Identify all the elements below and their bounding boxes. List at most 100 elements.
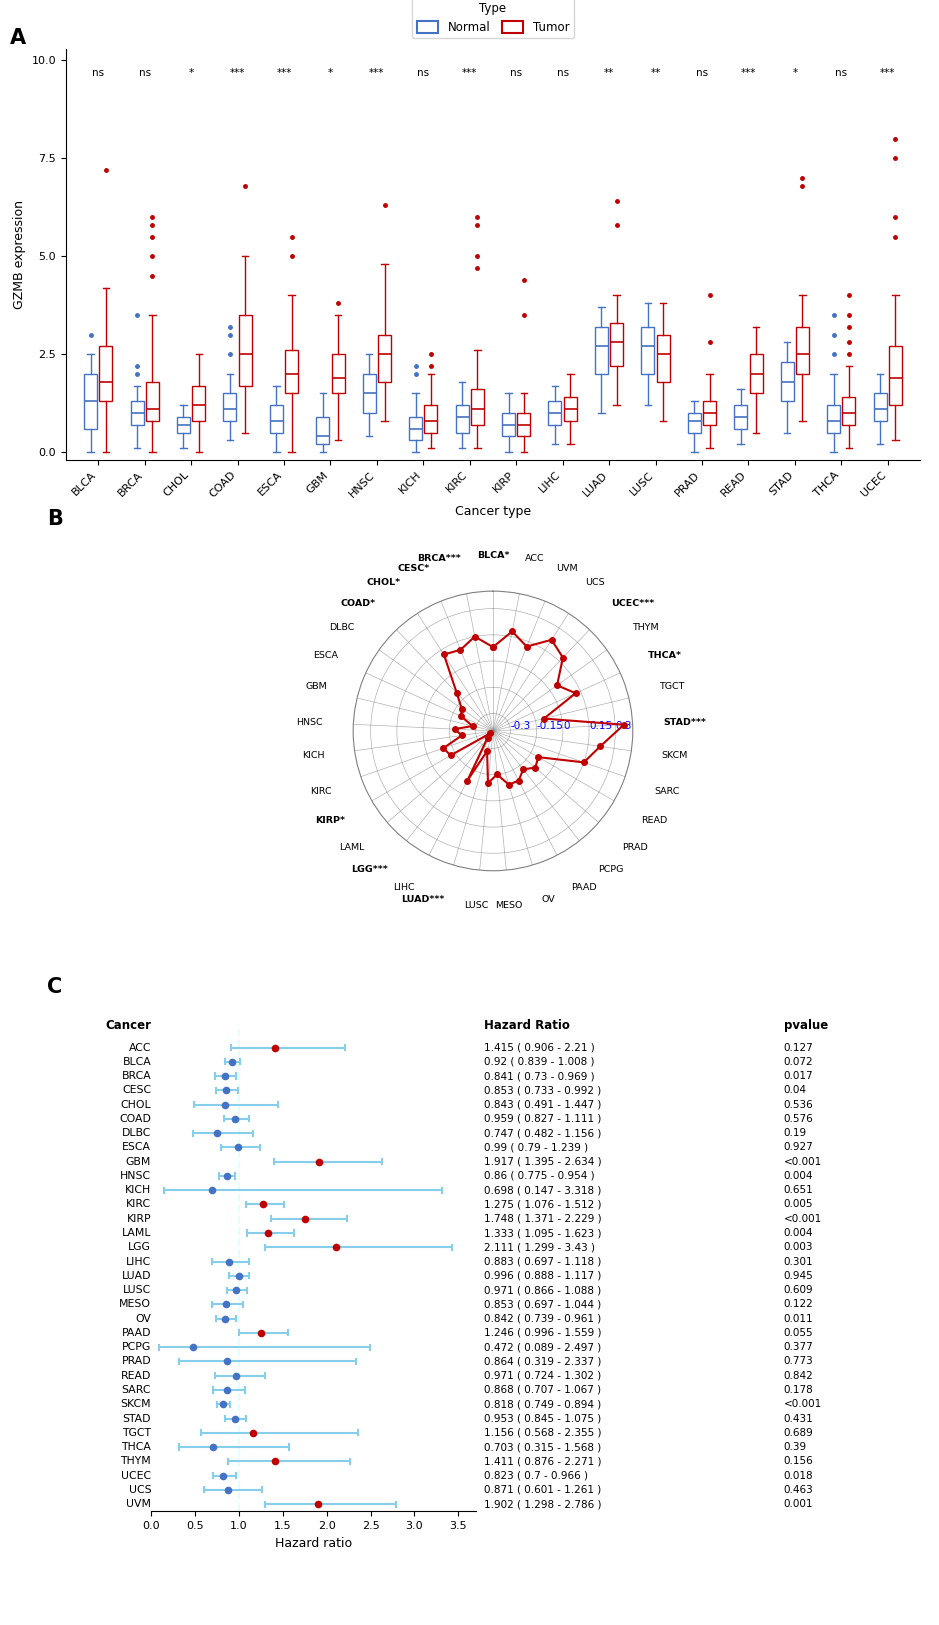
Text: 0.853 ( 0.697 - 1.044 ): 0.853 ( 0.697 - 1.044 ): [485, 1300, 602, 1310]
PathPatch shape: [409, 418, 423, 440]
Text: 0.576: 0.576: [783, 1113, 813, 1124]
Text: **: **: [651, 68, 661, 78]
Text: ***: ***: [462, 68, 477, 78]
Text: ns: ns: [835, 68, 847, 78]
Text: 0.996 ( 0.888 - 1.117 ): 0.996 ( 0.888 - 1.117 ): [485, 1271, 602, 1280]
Text: *: *: [189, 68, 193, 78]
Text: ns: ns: [139, 68, 151, 78]
Text: 0.001: 0.001: [783, 1500, 813, 1510]
Text: LUSC: LUSC: [123, 1285, 151, 1295]
Text: HNSC: HNSC: [296, 718, 323, 728]
Text: KICH: KICH: [301, 751, 324, 760]
Text: 0.651: 0.651: [783, 1185, 813, 1196]
Text: 0.747 ( 0.482 - 1.156 ): 0.747 ( 0.482 - 1.156 ): [485, 1128, 602, 1138]
Text: PAAD: PAAD: [571, 882, 597, 892]
Text: 0.927: 0.927: [783, 1142, 813, 1152]
Text: HNSC: HNSC: [120, 1172, 151, 1181]
Text: GBM: GBM: [305, 682, 327, 691]
Text: 0.011: 0.011: [783, 1313, 813, 1324]
Text: 0.005: 0.005: [783, 1199, 813, 1209]
PathPatch shape: [85, 374, 97, 429]
Text: ACC: ACC: [525, 554, 545, 564]
Text: UCS: UCS: [585, 578, 605, 588]
Text: 0.017: 0.017: [783, 1071, 813, 1081]
Text: 0.823 ( 0.7 - 0.966 ): 0.823 ( 0.7 - 0.966 ): [485, 1471, 589, 1480]
PathPatch shape: [362, 374, 376, 413]
Text: 0.86 ( 0.775 - 0.954 ): 0.86 ( 0.775 - 0.954 ): [485, 1172, 595, 1181]
PathPatch shape: [703, 401, 716, 424]
Text: 0.971 ( 0.724 - 1.302 ): 0.971 ( 0.724 - 1.302 ): [485, 1372, 602, 1381]
Text: STAD: STAD: [123, 1414, 151, 1424]
PathPatch shape: [316, 418, 330, 444]
Text: LAML: LAML: [339, 843, 364, 852]
Text: 0.156: 0.156: [783, 1456, 813, 1466]
Text: 1.902 ( 1.298 - 2.786 ): 1.902 ( 1.298 - 2.786 ): [485, 1500, 602, 1510]
Text: STAD***: STAD***: [663, 718, 706, 728]
PathPatch shape: [873, 393, 886, 421]
Text: 1.748 ( 1.371 - 2.229 ): 1.748 ( 1.371 - 2.229 ): [485, 1214, 602, 1224]
Text: ns: ns: [417, 68, 429, 78]
Text: LGG: LGG: [129, 1242, 151, 1253]
Text: CHOL*: CHOL*: [366, 578, 401, 588]
Text: PCPG: PCPG: [122, 1342, 151, 1352]
Text: B: B: [47, 509, 63, 530]
Text: 0.463: 0.463: [783, 1485, 813, 1495]
Text: LUAD***: LUAD***: [402, 895, 445, 904]
Text: UVM: UVM: [557, 564, 578, 572]
Text: ns: ns: [557, 68, 569, 78]
PathPatch shape: [424, 405, 438, 432]
Text: ns: ns: [92, 68, 104, 78]
Text: UVM: UVM: [126, 1500, 151, 1510]
PathPatch shape: [517, 413, 531, 437]
Text: THCA: THCA: [121, 1441, 151, 1453]
Text: 1.415 ( 0.906 - 2.21 ): 1.415 ( 0.906 - 2.21 ): [485, 1043, 595, 1053]
PathPatch shape: [285, 351, 299, 393]
PathPatch shape: [192, 385, 206, 421]
PathPatch shape: [269, 405, 283, 432]
Text: ***: ***: [880, 68, 896, 78]
PathPatch shape: [471, 390, 484, 424]
Text: READ: READ: [640, 816, 667, 826]
Text: 0.773: 0.773: [783, 1357, 813, 1367]
Text: 0.871 ( 0.601 - 1.261 ): 0.871 ( 0.601 - 1.261 ): [485, 1485, 602, 1495]
Text: COAD*: COAD*: [340, 598, 376, 608]
Text: <0.001: <0.001: [783, 1399, 822, 1409]
Text: 0.864 ( 0.319 - 2.337 ): 0.864 ( 0.319 - 2.337 ): [485, 1357, 602, 1367]
PathPatch shape: [734, 405, 747, 429]
Text: 1.411 ( 0.876 - 2.271 ): 1.411 ( 0.876 - 2.271 ): [485, 1456, 602, 1466]
Text: 0.072: 0.072: [783, 1056, 813, 1066]
Text: COAD: COAD: [119, 1113, 151, 1124]
Text: ***: ***: [741, 68, 756, 78]
Text: 0.178: 0.178: [783, 1384, 813, 1394]
Text: LIHC: LIHC: [126, 1256, 151, 1266]
Text: LUAD: LUAD: [122, 1271, 151, 1280]
PathPatch shape: [595, 327, 608, 374]
Text: ESCA: ESCA: [122, 1142, 151, 1152]
Text: 0.703 ( 0.315 - 1.568 ): 0.703 ( 0.315 - 1.568 ): [485, 1441, 602, 1453]
Text: PCPG: PCPG: [598, 864, 623, 874]
PathPatch shape: [177, 418, 190, 432]
Text: LGG***: LGG***: [351, 864, 388, 874]
Text: 0.868 ( 0.707 - 1.067 ): 0.868 ( 0.707 - 1.067 ): [485, 1384, 602, 1394]
Text: 2.111 ( 1.299 - 3.43 ): 2.111 ( 1.299 - 3.43 ): [485, 1242, 595, 1253]
Text: GBM: GBM: [126, 1157, 151, 1167]
PathPatch shape: [641, 327, 654, 374]
Text: KIRP*: KIRP*: [316, 816, 346, 826]
X-axis label: Hazard ratio: Hazard ratio: [275, 1537, 352, 1550]
Text: THYM: THYM: [632, 622, 658, 632]
PathPatch shape: [842, 396, 855, 424]
Text: LUSC: LUSC: [465, 900, 489, 910]
Text: BLCA: BLCA: [122, 1056, 151, 1066]
Text: LAML: LAML: [122, 1228, 151, 1238]
Text: 1.917 ( 1.395 - 2.634 ): 1.917 ( 1.395 - 2.634 ): [485, 1157, 602, 1167]
Text: READ: READ: [121, 1372, 151, 1381]
PathPatch shape: [796, 327, 809, 374]
Text: UCEC***: UCEC***: [610, 598, 654, 608]
Text: PAAD: PAAD: [122, 1328, 151, 1337]
Text: ***: ***: [276, 68, 292, 78]
Text: 0.953 ( 0.845 - 1.075 ): 0.953 ( 0.845 - 1.075 ): [485, 1414, 602, 1424]
Text: CESC: CESC: [122, 1086, 151, 1095]
Text: KIRC: KIRC: [126, 1199, 151, 1209]
PathPatch shape: [749, 354, 762, 393]
Y-axis label: GZMB expression: GZMB expression: [13, 200, 26, 309]
